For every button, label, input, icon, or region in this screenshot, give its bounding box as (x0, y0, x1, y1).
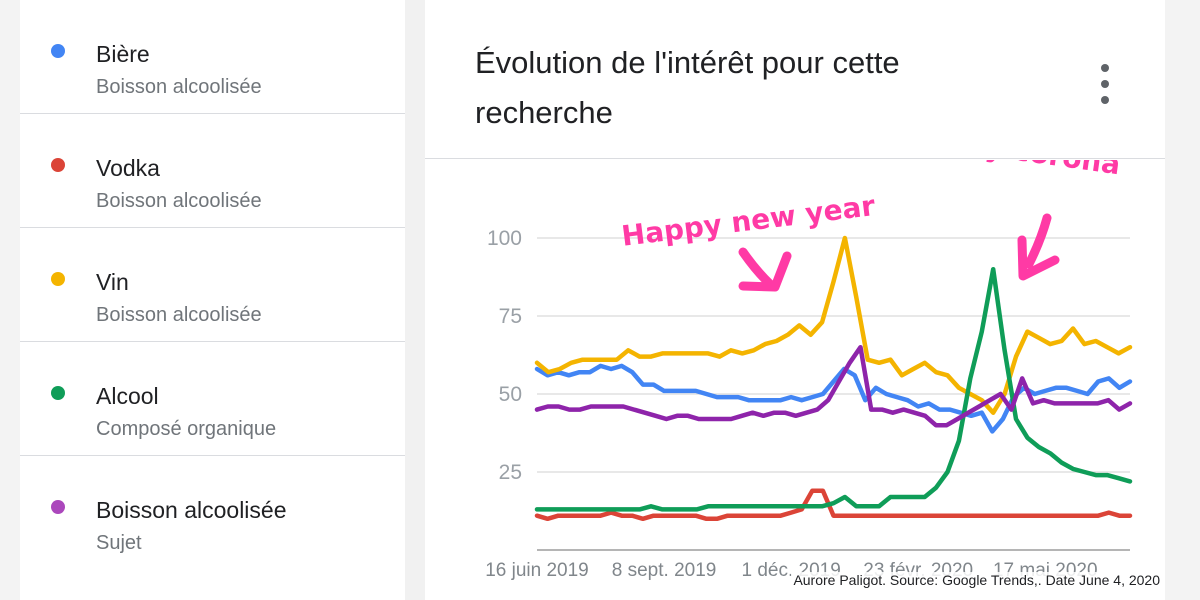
legend-color-dot (51, 158, 65, 172)
legend-item-vin[interactable]: Vin Boisson alcoolisée (20, 228, 405, 342)
legend-item-name: Vodka (96, 155, 160, 181)
series-line-alcool (534, 266, 1133, 512)
legend-color-dot (51, 500, 65, 514)
menu-dot (1101, 80, 1109, 88)
y-tick-label: 50 (499, 383, 522, 406)
image-credit: Aurore Paligot. Source: Google Trends,. … (791, 572, 1162, 588)
background-right (1165, 0, 1200, 600)
legend-item-name: Boisson alcoolisée (96, 497, 287, 523)
card-header: Évolution de l'intérêt pour cette recher… (425, 20, 1165, 159)
x-tick-label: 16 juin 2019 (485, 560, 589, 580)
menu-dot (1101, 64, 1109, 72)
series-line-vodka (534, 488, 1133, 522)
background-gap (405, 0, 425, 600)
menu-dot (1101, 96, 1109, 104)
legend-item-category: Boisson alcoolisée (96, 76, 262, 98)
legend-item-category: Composé organique (96, 418, 277, 440)
series-line-vin (534, 235, 1133, 415)
legend-item-category: Boisson alcoolisée (96, 304, 262, 326)
series-line-boisson-alcoolisée (534, 344, 1133, 428)
annotation-happy-new-year: Happy new year (620, 189, 877, 253)
legend-item-biere[interactable]: Bière Boisson alcoolisée (20, 0, 405, 114)
legend-panel: Bière Boisson alcoolisée Vodka Boisson a… (20, 0, 405, 578)
arrowhead-icon (1017, 235, 1060, 281)
y-tick-label: 25 (499, 461, 522, 484)
legend-item-category: Boisson alcoolisée (96, 190, 262, 212)
y-tick-label: 75 (499, 305, 522, 328)
card-title: Évolution de l'intérêt pour cette recher… (475, 45, 900, 130)
legend-item-name: Alcool (96, 383, 159, 409)
y-tick-label: 100 (487, 227, 522, 250)
arrow-icon (1024, 213, 1052, 269)
more-vert-icon[interactable] (1087, 64, 1123, 104)
arrow-icon (738, 247, 776, 290)
legend-item-alcool[interactable]: Alcool Composé organique (20, 342, 405, 456)
series-line-bière (534, 363, 1133, 434)
legend-color-dot (51, 44, 65, 58)
legend-item-boisson-alcoolisee[interactable]: Boisson alcoolisée Sujet (20, 456, 405, 569)
interest-over-time-card: Évolution de l'intérêt pour cette recher… (425, 20, 1165, 580)
legend-item-category: Sujet (96, 532, 142, 554)
x-tick-label: 8 sept. 2019 (612, 560, 717, 580)
legend-color-dot (51, 386, 65, 400)
legend-item-vodka[interactable]: Vodka Boisson alcoolisée (20, 114, 405, 228)
annotation-happy-corona: Happy corona (902, 160, 1123, 181)
arrowhead-icon (738, 251, 792, 292)
legend-item-name: Bière (96, 41, 150, 67)
line-chart: 25 50 75 100 16 juin 2019 8 sept. 2019 1 déc. … (425, 160, 1165, 580)
background-left (0, 0, 20, 600)
legend-item-name: Vin (96, 269, 129, 295)
legend-color-dot (51, 272, 65, 286)
